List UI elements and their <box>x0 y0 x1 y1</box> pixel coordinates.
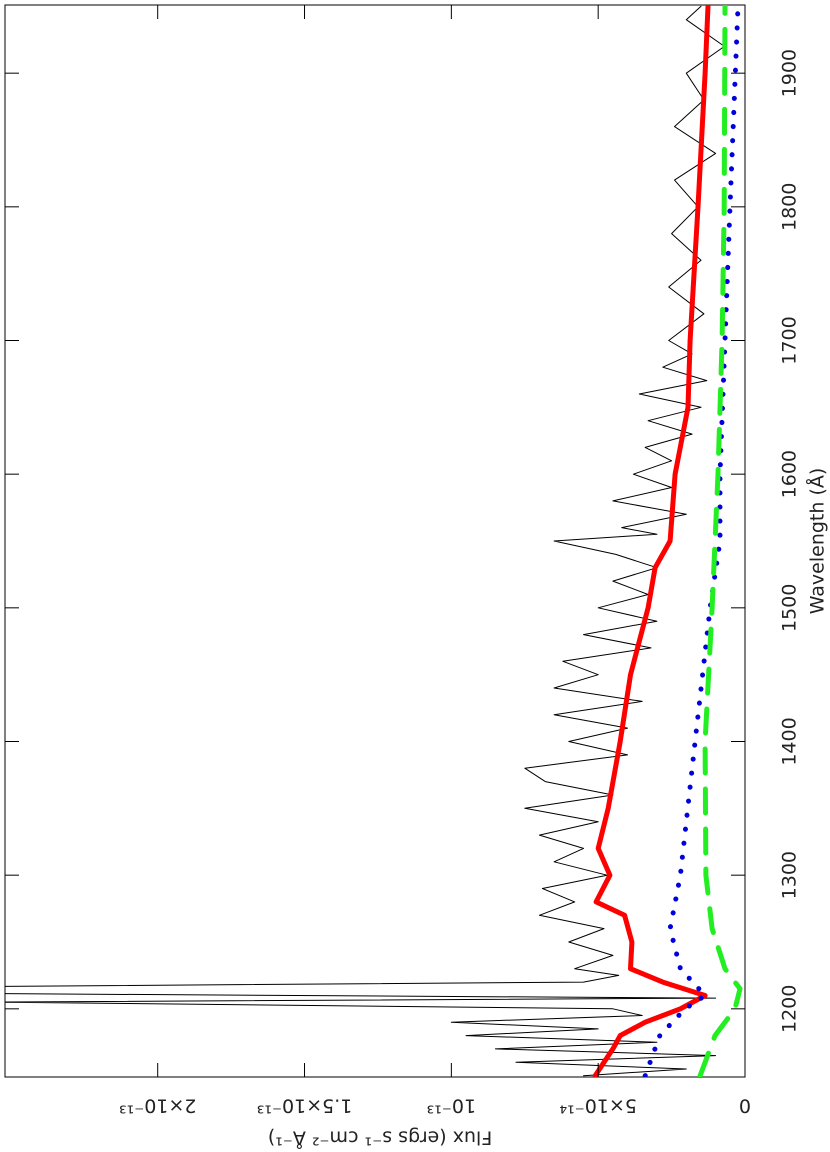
x-axis-label: Wavelength (Å) <box>806 468 829 615</box>
x-tick-label: 1200 <box>779 985 801 1033</box>
y-tick-label: 1.5×10⁻¹³ <box>257 1095 353 1117</box>
x-tick-label: 1500 <box>779 584 801 632</box>
plot-area <box>5 5 743 1077</box>
y-tick-label: 10⁻¹³ <box>427 1095 476 1117</box>
x-tick-label: 1300 <box>779 851 801 899</box>
x-tick-label: 1900 <box>779 49 801 97</box>
x-tick-label: 1400 <box>779 717 801 765</box>
y-tick-label: 0 <box>739 1095 751 1117</box>
y-axis-label: Flux (ergs s⁻¹ cm⁻² Å⁻¹) <box>268 1127 492 1150</box>
series-line <box>5 5 725 1077</box>
plot-frame <box>4 4 746 1078</box>
series-line <box>592 5 711 1077</box>
y-tick-label: 5×10⁻¹⁴ <box>559 1095 637 1117</box>
y-tick-label: 2×10⁻¹³ <box>119 1095 196 1117</box>
x-tick-label: 1600 <box>779 450 801 498</box>
series-line <box>697 5 743 1077</box>
x-tick-label: 1800 <box>779 183 801 231</box>
x-tick-label: 1700 <box>779 316 801 364</box>
series-line <box>642 5 741 1077</box>
